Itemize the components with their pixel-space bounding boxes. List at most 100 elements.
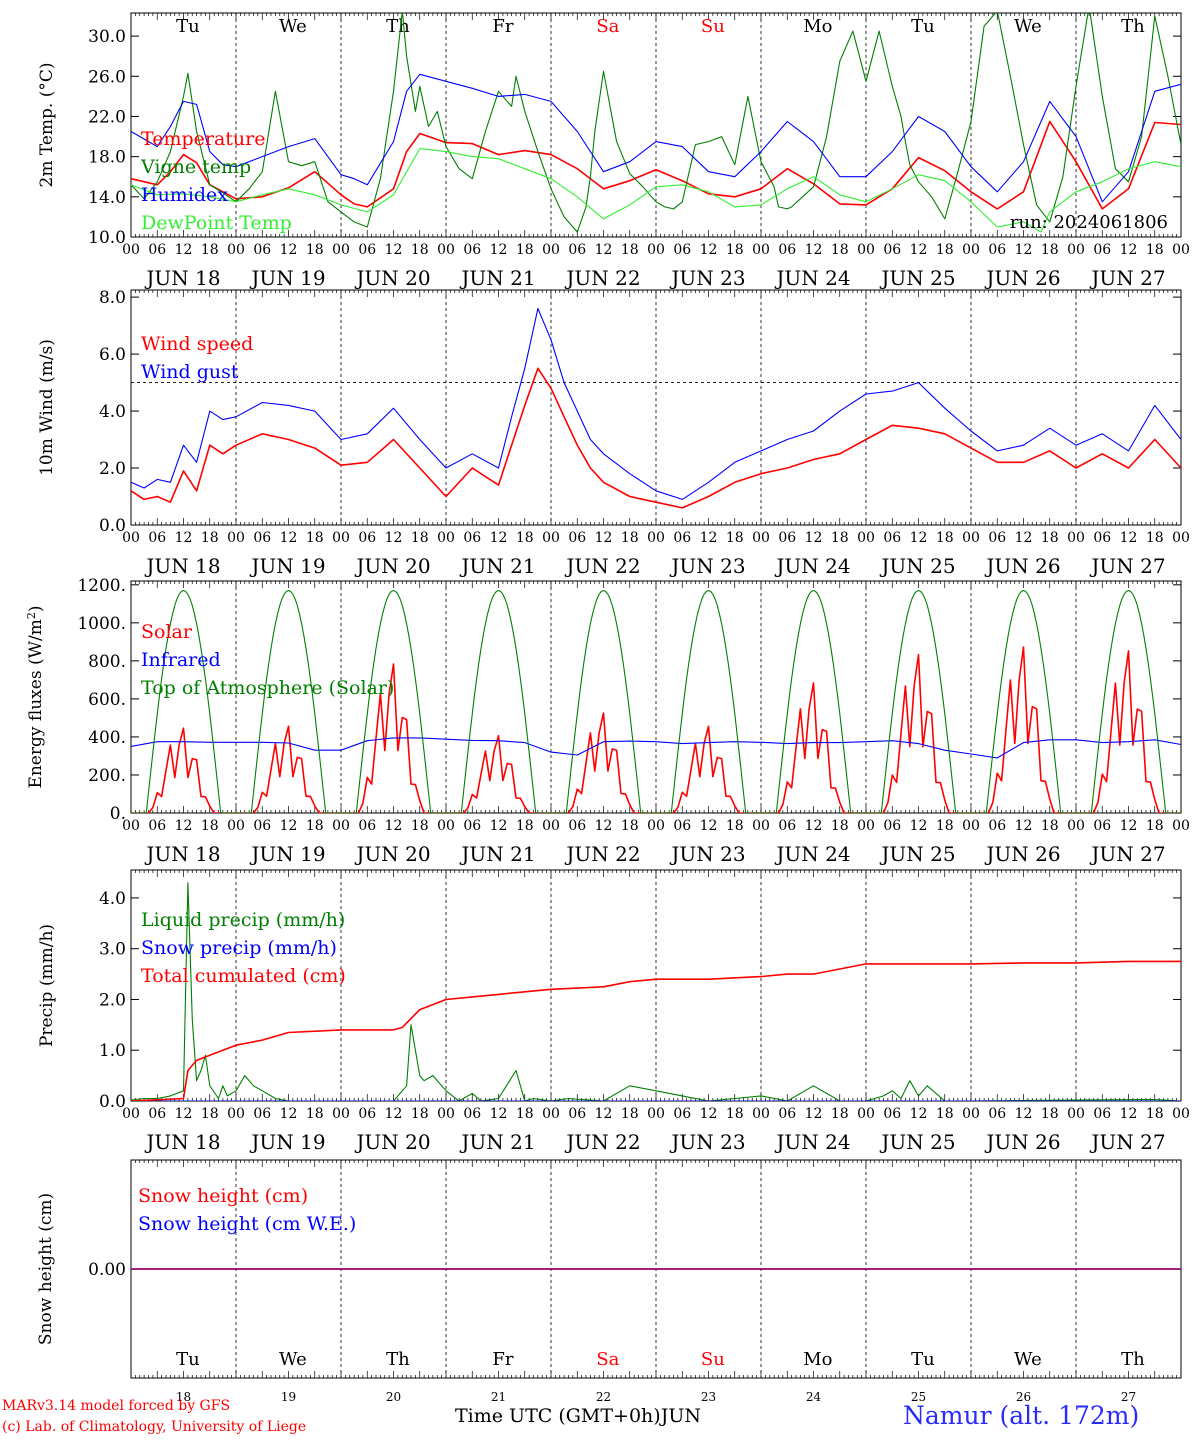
x-date-label: JUN 22 [564,554,640,578]
x-hour-label: 18 [411,530,429,546]
x-hour-label: 06 [568,1106,586,1122]
legend-entry: Temperature [141,128,265,150]
y-tick-label: 0.0 [99,516,126,536]
series-line-infrared [131,737,1181,759]
x-date-label: JUN 19 [249,554,325,578]
x-hour-label: 00 [227,1106,245,1122]
x-hour-label: 12 [385,1106,403,1122]
x-hour-label: 06 [778,818,796,834]
x-date-label: JUN 18 [144,266,220,290]
x-hour-label: 06 [988,1106,1006,1122]
x-hour-label: 06 [358,242,376,258]
x-hour-label: 12 [805,242,823,258]
x-hour-label: 06 [568,242,586,258]
panel-2: 0.0 2.0 4.0 6.0 8.0 10m Wind (m/s) 00 06 12 18 JUN… [37,288,1190,578]
plot-frame [130,12,1182,238]
weekday-label: Tu [176,1349,200,1370]
y-tick-label: 8.0 [99,288,126,308]
y-axis-label: Precip (mm/h) [37,924,57,1047]
x-hour-label: 06 [778,1106,796,1122]
y-tick-label: 30.0 [88,27,126,47]
x-hour-label: 18 [201,1106,219,1122]
x-hour-label: 06 [988,530,1006,546]
x-hour-label: 18 [1146,1106,1164,1122]
day-number-label: 26 [1016,1390,1031,1404]
x-hour-label: 18 [516,1106,534,1122]
x-hour-label: 06 [463,530,481,546]
y-tick-label: 2.0 [99,990,126,1010]
y-axis-label-sup: 2 [25,612,38,619]
weekday-label: Th [1121,1349,1145,1370]
y-tick-label: 800. [88,652,126,672]
x-hour-label: 18 [831,242,849,258]
series-line-total-cumulated-cm- [131,960,1181,1101]
y-tick-label: 22.0 [88,107,126,127]
y-tick-label: 1.0 [99,1041,126,1061]
x-hour-label: 06 [358,818,376,834]
weekday-label: Sa [596,1349,619,1370]
x-hour-label: 18 [936,1106,954,1122]
x-hour-label: 12 [700,242,718,258]
x-hour-label: 00 [857,530,875,546]
x-hour-label: 18 [1146,530,1164,546]
x-hour-label: 12 [595,818,613,834]
weekday-label: Su [701,16,725,37]
legend-entry: Liquid precip (mm/h) [141,909,345,931]
weekday-label: Fr [492,16,513,37]
x-hour-label: 18 [1041,242,1059,258]
x-date-label: JUN 20 [354,842,430,866]
x-hour-label: 00 [332,242,350,258]
series-line-dewpoint-temp [131,148,1181,233]
legend-entry: Vigne temp [140,156,251,178]
x-hour-label: 06 [883,818,901,834]
y-axis-label: Energy fluxes (W/m2) [25,605,47,788]
x-hour-label: 00 [647,242,665,258]
x-date-label: JUN 25 [879,1130,955,1154]
x-hour-label: 12 [175,242,193,258]
y-tick-label: 1000. [77,614,126,634]
x-hour-label: 18 [831,1106,849,1122]
x-date-label: JUN 20 [354,554,430,578]
x-hour-label: 06 [568,818,586,834]
y-tick-label: 200. [88,766,126,786]
x-hour-label: 18 [831,818,849,834]
x-hour-label: 18 [726,242,744,258]
series-group [131,307,1181,509]
y-tick-label: 4.0 [99,889,126,909]
x-hour-label: 00 [122,530,140,546]
x-hour-label: 18 [936,530,954,546]
x-hour-label: 18 [516,818,534,834]
x-hour-label: 06 [1093,530,1111,546]
x-hour-label: 06 [253,242,271,258]
panel-5: 0.00 Snow height (cm) Tu We Th Fr Sa Su Mo Tu We Th… [36,1159,1182,1404]
y-axis-label-end: ) [26,605,46,612]
weekday-label: Fr [492,1349,513,1370]
x-hour-label: 18 [621,242,639,258]
x-hour-label: 00 [1172,818,1190,834]
weekday-label: Th [1121,16,1145,37]
weekday-label: Th [386,1349,410,1370]
weekday-label: We [279,16,307,37]
x-hour-label: 06 [1093,1106,1111,1122]
x-hour-label: 12 [280,530,298,546]
x-hour-label: 12 [805,530,823,546]
x-hour-label: 18 [1146,818,1164,834]
day-number-label: 23 [701,1390,716,1404]
x-hour-label: 12 [490,530,508,546]
weekday-label: We [1014,16,1042,37]
x-hour-label: 18 [621,530,639,546]
x-hour-label: 00 [332,818,350,834]
y-tick-label: 3.0 [99,940,126,960]
x-hour-label: 00 [857,242,875,258]
x-hour-label: 06 [148,242,166,258]
lab-credit: (c) Lab. of Climatology, University of L… [2,1419,307,1435]
x-hour-label: 12 [385,530,403,546]
x-date-label: JUN 22 [564,842,640,866]
x-hour-label: 06 [883,1106,901,1122]
x-hour-label: 18 [306,818,324,834]
legend-entry: Humidex [141,184,228,206]
x-hour-label: 12 [1015,818,1033,834]
x-hour-label: 12 [700,1106,718,1122]
x-hour-label: 18 [726,1106,744,1122]
